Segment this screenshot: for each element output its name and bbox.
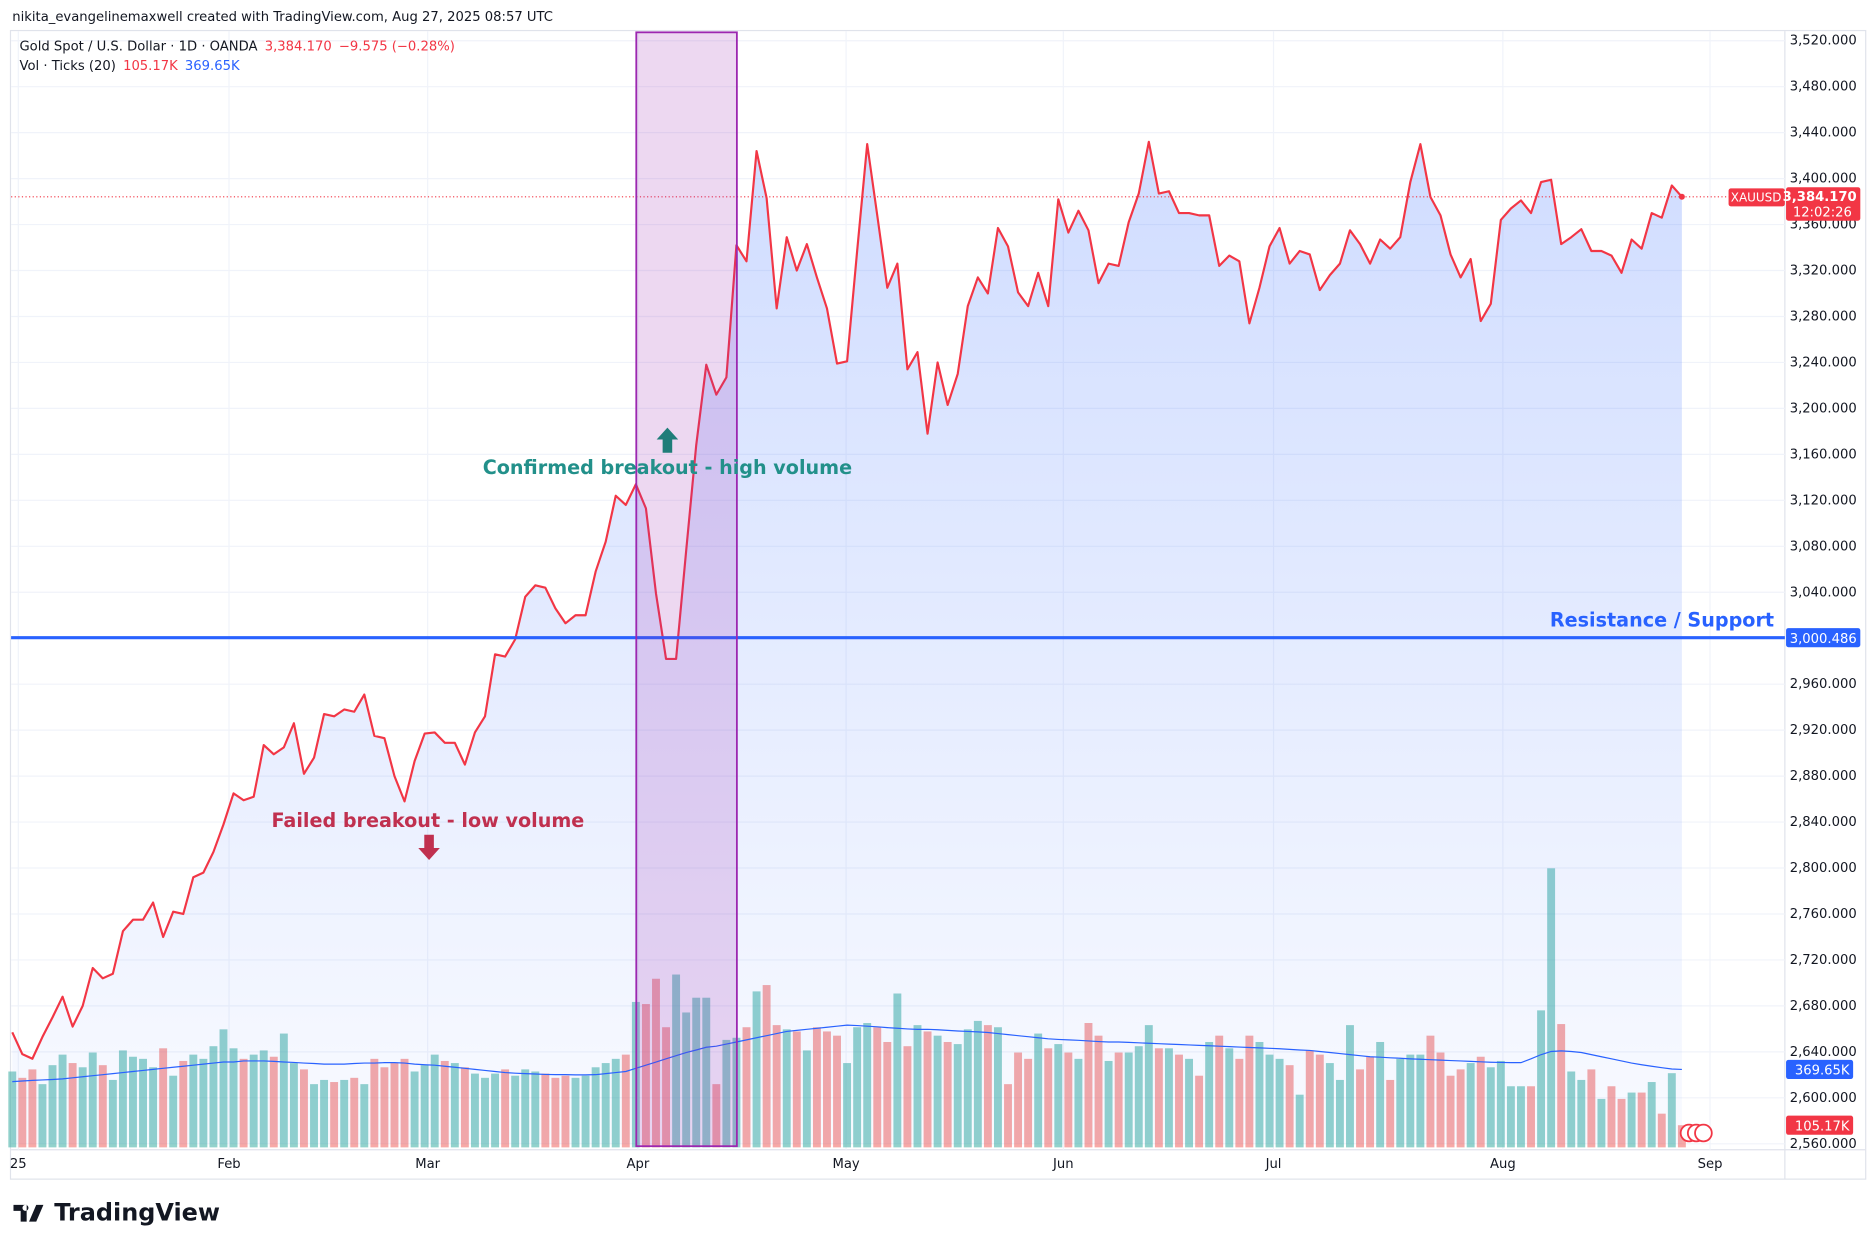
- y-tick-label: 2,880.000: [1790, 769, 1857, 784]
- y-tick-label: 2,560.000: [1790, 1137, 1857, 1152]
- x-tick-label: Feb: [217, 1157, 240, 1172]
- price-line: [11, 140, 1683, 1060]
- y-tick-label: 2,760.000: [1790, 907, 1857, 922]
- volume-bar: [8, 1071, 17, 1148]
- level-label: 3,000.486: [1790, 632, 1857, 647]
- y-tick-label: 2,840.000: [1790, 815, 1857, 830]
- event-icon: [1694, 1123, 1713, 1143]
- volume-ma-label: 369.65K: [1795, 1064, 1850, 1079]
- countdown-label: 12:02:26: [1793, 205, 1852, 220]
- legend-volume-last: 105.17K: [123, 59, 178, 74]
- x-tick-label: Aug: [1490, 1157, 1516, 1172]
- y-tick-label: 3,360.000: [1790, 218, 1857, 233]
- logo-mark: [13, 1204, 44, 1222]
- last-price-dot: [1678, 193, 1685, 200]
- y-tick-label: 3,120.000: [1790, 493, 1857, 508]
- drawings: Resistance / Support Confirmed breakout -…: [11, 31, 1785, 1148]
- logo: TradingView: [13, 1198, 220, 1226]
- highlight-box: [635, 31, 738, 1148]
- x-tick-label: 25: [10, 1157, 27, 1172]
- frame: [9, 29, 1867, 1180]
- x-tick-label: Jul: [1265, 1157, 1282, 1172]
- price-area: [12, 141, 1682, 1144]
- y-tick-label: 2,960.000: [1790, 677, 1857, 692]
- y-tick-label: 3,400.000: [1790, 172, 1857, 187]
- legend-volume: Vol · Ticks (20): [19, 59, 115, 74]
- legend-line-1: Gold Spot / U.S. Dollar · 1D · OANDA 3,38…: [19, 40, 454, 55]
- arrow-up: [656, 427, 679, 453]
- header: nikita_evangelinemaxwell created with Tr…: [12, 10, 553, 25]
- logo-text: TradingView: [54, 1198, 220, 1226]
- y-tick-label: 2,680.000: [1790, 999, 1857, 1014]
- y-tick-label: 2,800.000: [1790, 861, 1857, 876]
- last-price-tag: [1786, 187, 1861, 221]
- y-tick-label: 3,160.000: [1790, 447, 1857, 462]
- y-tick-label: 3,040.000: [1790, 585, 1857, 600]
- axes: 2,560.000 2,600.000 2,640.000 2,680.000 2,72…: [10, 34, 1861, 1172]
- legend-line-2: Vol · Ticks (20) 105.17K 369.65K: [19, 59, 240, 74]
- volume-ma-tag: [1786, 1059, 1854, 1080]
- legend-last: 3,384.170: [265, 40, 332, 55]
- y-tick-label: 2,720.000: [1790, 953, 1857, 968]
- y-tick-label: 2,920.000: [1790, 723, 1857, 738]
- x-tick-label: Sep: [1698, 1157, 1723, 1172]
- legend-change: −9.575 (−0.28%): [339, 40, 455, 55]
- symbol-tag-text: XAUUSD: [1731, 190, 1782, 204]
- y-tick-label: 2,640.000: [1790, 1045, 1857, 1060]
- symbol-tag: [1728, 188, 1785, 207]
- price-pane: [11, 140, 1785, 1144]
- y-tick-label: 2,600.000: [1790, 1091, 1857, 1106]
- x-tick-label: May: [832, 1157, 859, 1172]
- volume-label: 105.17K: [1795, 1119, 1850, 1134]
- arrow-down: [418, 834, 440, 860]
- y-tick-label: 3,320.000: [1790, 264, 1857, 279]
- y-tick-label: 3,240.000: [1790, 355, 1857, 370]
- x-tick-label: Mar: [415, 1157, 440, 1172]
- last-price-label: 3,384.170: [1783, 190, 1857, 205]
- x-tick-label: Apr: [626, 1157, 649, 1172]
- y-tick-label: 3,280.000: [1790, 309, 1857, 324]
- volume-tag: [1786, 1115, 1854, 1135]
- y-tick-label: 3,480.000: [1790, 80, 1857, 95]
- level-text: Resistance / Support: [1550, 608, 1774, 631]
- y-tick-label: 3,440.000: [1790, 126, 1857, 141]
- y-tick-label: 3,200.000: [1790, 401, 1857, 416]
- level-tag: [1786, 628, 1861, 648]
- y-tick-label: 3,520.000: [1790, 34, 1857, 49]
- legend-volume-ma: 369.65K: [185, 59, 240, 74]
- annotation-confirmed: Confirmed breakout - high volume: [483, 456, 852, 479]
- legend-symbol: Gold Spot / U.S. Dollar · 1D · OANDA: [19, 40, 257, 55]
- y-tick-label: 3,080.000: [1790, 539, 1857, 554]
- annotation-failed: Failed breakout - low volume: [271, 809, 584, 832]
- x-tick-label: Jun: [1052, 1157, 1074, 1172]
